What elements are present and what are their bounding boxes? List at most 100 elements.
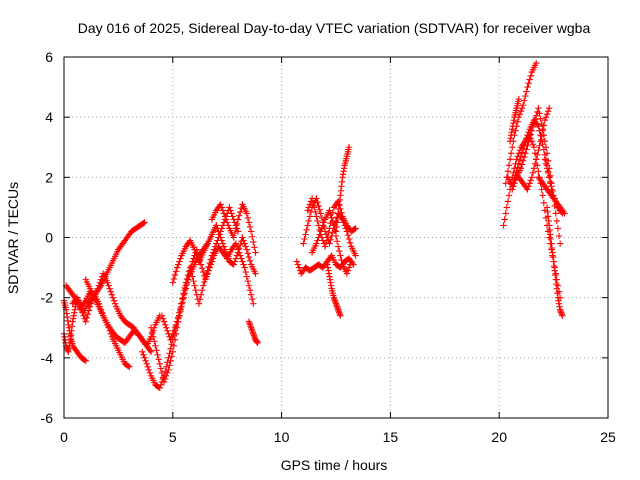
data-series	[308, 207, 355, 277]
plus-marker	[171, 324, 179, 331]
plus-marker	[525, 138, 532, 146]
plus-marker	[176, 312, 183, 319]
plus-marker	[244, 214, 252, 222]
plus-marker	[343, 270, 351, 277]
plus-marker	[208, 258, 216, 265]
plus-marker	[181, 289, 188, 297]
plus-marker	[219, 207, 227, 214]
plus-marker	[314, 217, 321, 225]
plus-marker	[175, 315, 182, 322]
plus-marker	[168, 333, 175, 340]
plus-marker	[189, 273, 196, 280]
plus-marker	[161, 375, 169, 383]
plus-marker	[306, 213, 314, 220]
plus-marker	[237, 241, 244, 249]
plus-marker	[530, 119, 538, 127]
plus-marker	[521, 153, 528, 161]
plus-marker	[190, 277, 197, 285]
data-series	[541, 156, 566, 217]
plus-marker	[170, 342, 178, 349]
plus-marker	[515, 95, 522, 103]
plus-marker	[509, 186, 516, 193]
plus-marker	[305, 217, 312, 225]
plus-marker	[202, 276, 209, 283]
plus-marker	[517, 165, 525, 172]
plus-marker	[540, 199, 548, 207]
plus-marker	[317, 210, 324, 217]
plus-marker	[221, 246, 229, 253]
plus-marker	[546, 234, 553, 241]
plus-marker	[535, 104, 542, 112]
plus-marker	[532, 112, 540, 119]
plus-marker	[169, 330, 176, 337]
plus-marker	[198, 286, 206, 294]
plus-marker	[180, 294, 187, 301]
plus-marker	[543, 165, 551, 172]
plus-marker	[323, 238, 330, 246]
plus-marker	[518, 149, 526, 156]
plus-marker	[97, 276, 105, 283]
plus-marker	[177, 308, 184, 315]
plus-marker	[178, 303, 185, 310]
plus-marker	[247, 228, 255, 235]
plus-marker	[241, 264, 248, 271]
plus-marker	[523, 146, 530, 153]
plus-marker	[160, 318, 168, 325]
plus-marker	[504, 198, 512, 205]
plus-marker	[207, 261, 215, 268]
plus-marker	[515, 160, 522, 167]
plus-marker	[547, 178, 554, 186]
plus-marker	[173, 318, 181, 325]
plus-marker	[308, 195, 316, 202]
plus-marker	[537, 115, 544, 122]
plus-marker	[183, 280, 191, 288]
plus-marker	[536, 110, 543, 117]
plus-marker	[246, 257, 254, 265]
plus-marker	[84, 311, 92, 318]
plus-marker	[216, 231, 223, 238]
plus-marker	[111, 300, 119, 307]
plus-marker	[348, 258, 355, 265]
plus-marker	[546, 174, 553, 181]
data-series	[245, 318, 261, 346]
plus-marker	[224, 219, 231, 226]
plus-marker	[316, 206, 323, 213]
plus-marker	[328, 214, 335, 222]
plus-marker	[532, 59, 540, 67]
x-tick-label: 15	[383, 429, 399, 445]
plus-marker	[219, 240, 227, 247]
plus-marker	[510, 183, 517, 190]
plus-marker	[240, 237, 247, 244]
plus-marker	[158, 369, 166, 377]
plus-marker	[170, 275, 178, 283]
plus-marker	[245, 282, 253, 289]
plus-marker	[177, 255, 184, 262]
plus-marker	[160, 378, 168, 386]
plus-marker	[220, 210, 228, 217]
plus-marker	[546, 104, 553, 112]
plus-marker	[294, 261, 302, 268]
plus-marker	[91, 294, 98, 301]
plus-marker	[155, 356, 162, 363]
plus-marker	[250, 300, 257, 307]
plus-marker	[168, 353, 175, 360]
plus-marker	[527, 177, 534, 184]
plus-marker	[179, 298, 186, 306]
plus-marker	[157, 381, 165, 389]
plus-marker	[541, 116, 549, 124]
plus-marker	[152, 342, 159, 349]
plus-marker	[93, 288, 100, 295]
plus-marker	[191, 246, 198, 253]
plus-marker	[167, 336, 174, 343]
plus-marker	[536, 142, 543, 149]
x-tick-label: 5	[169, 429, 177, 445]
plus-marker	[172, 268, 180, 275]
plus-marker	[327, 210, 334, 218]
plus-marker	[553, 201, 561, 208]
plus-marker	[159, 315, 167, 322]
plus-marker	[306, 201, 314, 208]
plus-marker	[213, 222, 220, 229]
data-series	[506, 95, 522, 145]
plus-marker	[512, 127, 519, 134]
